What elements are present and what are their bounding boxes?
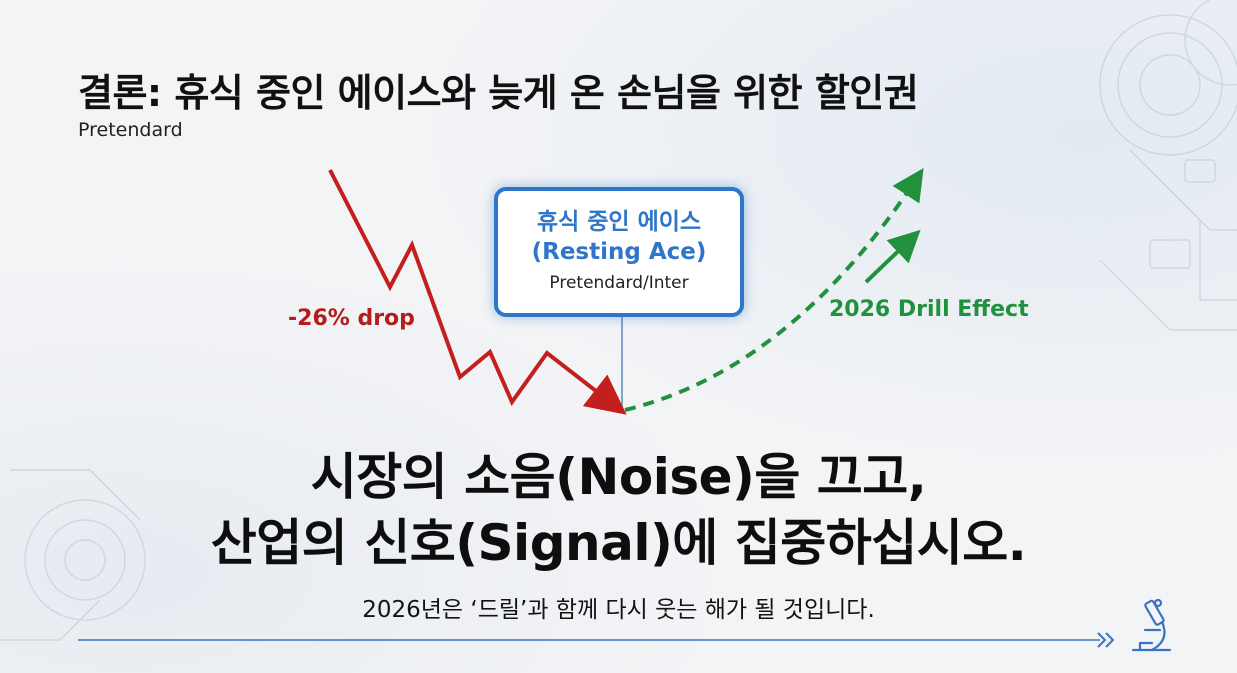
drill-effect-label: 2026 Drill Effect [829,297,1029,322]
headline-line-1: 시장의 소음(Noise)을 끄고, [310,448,927,506]
microscope-icon [1131,598,1172,652]
callout-title-en: (Resting Ace) [531,239,707,265]
rebound-dashed-arrow [624,167,924,412]
headline-line-2: 산업의 신호(Signal)에 집중하십시오. [210,514,1027,572]
drop-label: -26% drop [288,306,415,331]
callout-subtitle: Pretendard/Inter [549,273,689,293]
decline-line [328,169,627,415]
footer-note: 2026년은 ‘드릴’과 함께 다시 웃는 해가 될 것입니다. [362,597,875,623]
slide-title: 결론: 휴식 중인 에이스와 늦게 온 손님을 위한 할인권 [78,71,919,115]
slide-subtitle: Pretendard [78,119,183,141]
headline: 시장의 소음(Noise)을 끄고, 산업의 신호(Signal)에 집중하십시… [0,444,1237,576]
callout-title: 휴식 중인 에이스 [536,209,702,235]
resting-ace-callout: 휴식 중인 에이스 (Resting Ace) Pretendard/Inter [494,187,744,317]
double-chevron-right-icon [1097,632,1115,648]
rebound-solid-arrow [864,229,921,284]
